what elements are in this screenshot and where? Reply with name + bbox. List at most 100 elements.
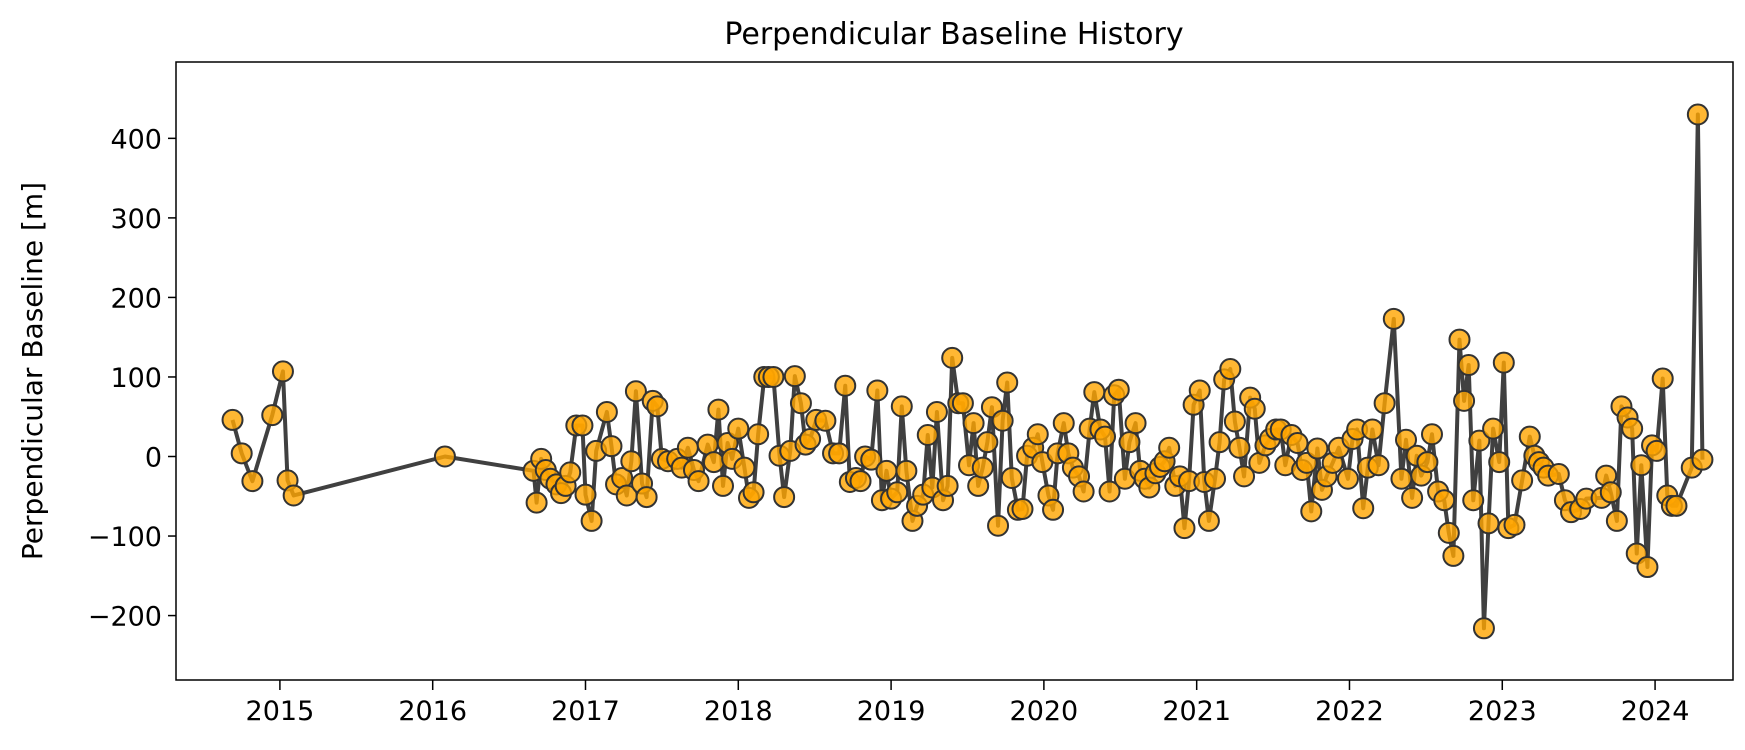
point	[1300, 500, 1323, 523]
point	[712, 474, 735, 497]
point	[600, 435, 623, 458]
point	[707, 398, 730, 421]
point	[580, 509, 603, 532]
point	[727, 417, 750, 440]
point	[1173, 517, 1196, 540]
point	[635, 486, 658, 509]
point	[1503, 513, 1526, 536]
point	[624, 380, 647, 403]
point	[1124, 412, 1147, 435]
point	[676, 436, 699, 459]
point	[1477, 512, 1500, 535]
point	[230, 442, 253, 465]
point	[702, 451, 725, 474]
point	[1094, 425, 1117, 448]
x-tick-label: 2023	[1468, 696, 1537, 727]
point	[987, 514, 1010, 537]
y-tick-label: 300	[110, 204, 162, 235]
point	[1605, 509, 1628, 532]
x-tick-label: 2015	[246, 696, 315, 727]
point	[828, 442, 851, 465]
point	[1158, 436, 1181, 459]
point	[1488, 451, 1511, 474]
y-tick-label: −200	[88, 602, 162, 633]
point	[1083, 381, 1106, 404]
plot-frame	[175, 61, 1734, 681]
point	[1511, 469, 1534, 492]
point	[1026, 423, 1049, 446]
point	[814, 409, 837, 432]
point	[849, 470, 872, 493]
point	[762, 365, 785, 388]
chart-title: Perpendicular Baseline History	[724, 17, 1183, 52]
point	[574, 483, 597, 506]
point	[282, 484, 305, 507]
y-tick-label: −100	[88, 522, 162, 553]
point	[1630, 454, 1653, 477]
point	[1052, 412, 1075, 435]
x-tick-label: 2024	[1621, 696, 1690, 727]
point	[1361, 418, 1384, 441]
point	[1472, 617, 1495, 640]
point	[1219, 358, 1242, 381]
point	[1599, 481, 1622, 504]
point	[967, 474, 990, 497]
y-axis-label: Perpendicular Baseline [m]	[16, 182, 49, 560]
point	[1453, 389, 1476, 412]
point	[783, 365, 806, 388]
y-tick-label: 0	[145, 443, 162, 474]
point	[1373, 392, 1396, 415]
point	[620, 450, 643, 473]
point	[860, 448, 883, 471]
point	[834, 374, 857, 397]
point	[646, 395, 669, 418]
point	[1621, 417, 1644, 440]
point	[525, 491, 548, 514]
point	[996, 371, 1019, 394]
point	[1011, 497, 1034, 520]
point	[687, 470, 710, 493]
point	[1390, 467, 1413, 490]
point	[1448, 328, 1471, 351]
point	[1000, 466, 1023, 489]
point	[971, 456, 994, 479]
point	[1336, 467, 1359, 490]
x-tick-label: 2019	[857, 696, 926, 727]
point	[1042, 498, 1065, 521]
point	[951, 392, 974, 415]
point	[1228, 436, 1251, 459]
point	[1072, 480, 1095, 503]
point	[1233, 465, 1256, 488]
point	[1416, 451, 1439, 474]
point	[1395, 428, 1418, 451]
x-tick-label: 2020	[1010, 696, 1079, 727]
point	[1107, 378, 1130, 401]
point	[886, 481, 909, 504]
point	[433, 445, 456, 468]
point	[1204, 467, 1227, 490]
point	[866, 379, 889, 402]
point	[895, 459, 918, 482]
point	[1352, 497, 1375, 520]
point	[1636, 556, 1659, 579]
point	[1197, 509, 1220, 532]
point	[261, 404, 284, 427]
point	[1482, 417, 1505, 440]
point	[890, 395, 913, 418]
point	[571, 414, 594, 437]
point	[733, 456, 756, 479]
x-tick-label: 2022	[1315, 696, 1384, 727]
point	[747, 423, 770, 446]
line	[230, 112, 1705, 631]
point	[1686, 103, 1709, 126]
point	[1098, 480, 1121, 503]
x-tick-label: 2016	[398, 696, 467, 727]
point	[559, 461, 582, 484]
point	[941, 346, 964, 369]
point	[1651, 367, 1674, 390]
point	[1306, 437, 1329, 460]
y-tick-label: 200	[110, 283, 162, 314]
x-tick-label: 2018	[704, 696, 773, 727]
point	[241, 470, 264, 493]
